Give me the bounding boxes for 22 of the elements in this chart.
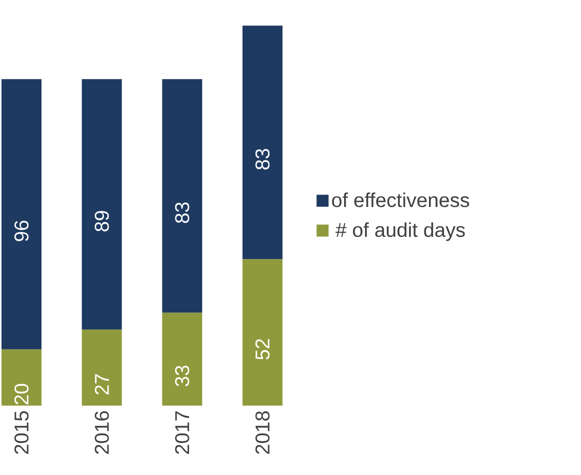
- data-label: 96: [14, 220, 29, 242]
- data-label: 52: [255, 339, 270, 360]
- data-label: 27: [94, 374, 109, 395]
- bar: [2, 79, 42, 350]
- data-label: 83: [175, 202, 190, 223]
- bar: [82, 79, 122, 330]
- data-label: 20: [14, 384, 29, 404]
- bar: [162, 79, 202, 313]
- data-label: 89: [94, 210, 109, 232]
- bar: [82, 330, 122, 406]
- data-label: 33: [175, 366, 190, 386]
- bar: [162, 312, 202, 406]
- x-tick-label: 2018: [255, 411, 270, 454]
- x-tick-label: 2015: [14, 411, 29, 454]
- bar: [242, 259, 282, 406]
- data-label: 83: [255, 148, 270, 170]
- legend-label: of effectiveness: [332, 192, 470, 208]
- legend-label: # of audit days: [336, 222, 465, 241]
- bar: [2, 349, 42, 406]
- x-tick-label: 2017: [175, 411, 190, 454]
- x-tick-label: 2016: [94, 411, 109, 454]
- bar: [242, 26, 282, 260]
